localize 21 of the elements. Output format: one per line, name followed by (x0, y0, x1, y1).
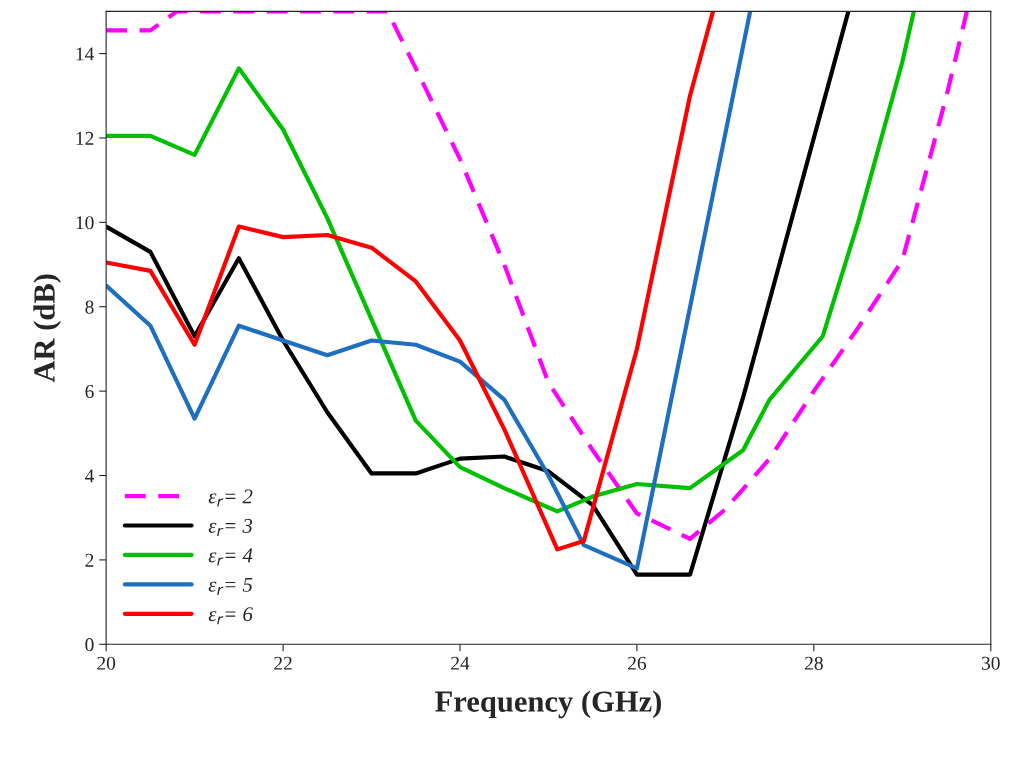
y-tick-label: 10 (76, 216, 94, 230)
y-tick-label: 14 (76, 47, 95, 61)
legend-label: ε$_{r}$= 6 (208, 607, 253, 625)
x-tick-label: 22 (274, 656, 292, 670)
legend-label: ε$_{r}$= 5 (208, 577, 253, 595)
y-tick-label: 6 (85, 385, 94, 399)
x-tick-label: 28 (804, 656, 823, 670)
y-axis-title: AR (dB) (33, 274, 62, 383)
x-axis-title: Frequency (GHz) (435, 690, 661, 719)
legend-label: ε$_{r}$= 4 (208, 548, 253, 566)
legend-label: ε$_{r}$= 3 (208, 518, 253, 537)
y-tick-label: 12 (76, 131, 94, 145)
y-tick-label: 4 (85, 469, 95, 483)
y-tick-label: 8 (85, 300, 94, 314)
y-tick-label: 2 (85, 553, 94, 567)
x-tick-label: 20 (97, 656, 116, 670)
x-tick-label: 26 (628, 656, 647, 670)
y-tick-label: 0 (85, 638, 94, 652)
legend-label: ε$_{r}$= 2 (208, 489, 253, 507)
x-tick-label: 24 (451, 656, 470, 670)
x-tick-label: 30 (981, 656, 1000, 670)
